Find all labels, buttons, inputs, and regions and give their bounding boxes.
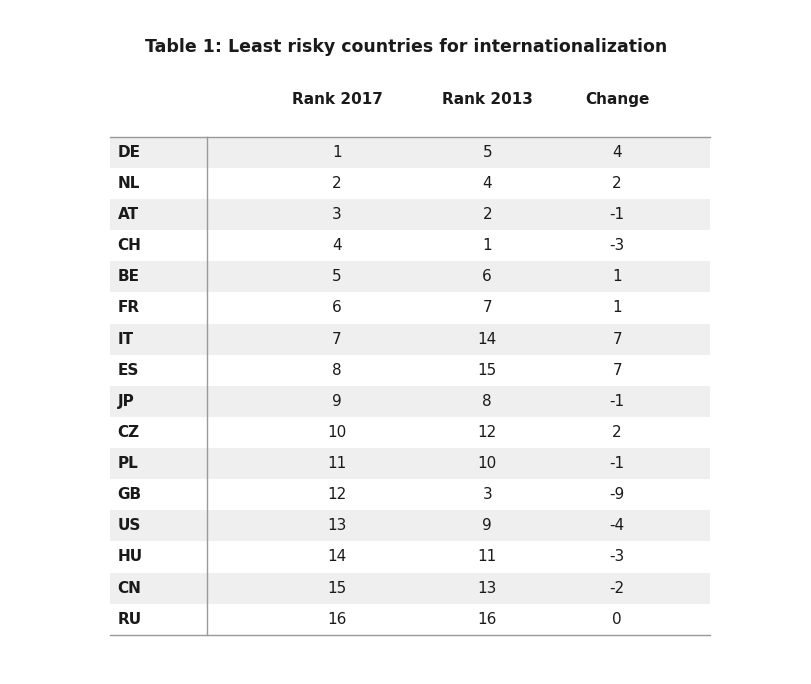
Text: 13: 13 [477, 581, 496, 596]
Text: 7: 7 [611, 363, 621, 378]
Bar [109, 603, 710, 635]
Text: 0: 0 [611, 611, 621, 627]
Text: HU: HU [118, 549, 143, 564]
Bar [109, 293, 710, 324]
Text: JP: JP [118, 394, 135, 409]
Text: 1: 1 [611, 300, 621, 315]
Text: 7: 7 [611, 332, 621, 347]
Text: AT: AT [118, 207, 139, 222]
Bar [109, 542, 710, 573]
Bar [109, 417, 710, 448]
Text: -3: -3 [609, 238, 624, 253]
Text: 7: 7 [332, 332, 341, 347]
Text: 2: 2 [611, 176, 621, 191]
Text: Change: Change [584, 92, 649, 107]
Text: DE: DE [118, 145, 140, 160]
Text: 2: 2 [482, 207, 491, 222]
Text: -2: -2 [609, 581, 624, 596]
Text: 11: 11 [477, 549, 496, 564]
Text: 3: 3 [482, 487, 491, 502]
Bar [109, 137, 710, 168]
Text: 9: 9 [332, 394, 341, 409]
Text: -9: -9 [609, 487, 624, 502]
Bar [109, 386, 710, 417]
Text: Rank 2017: Rank 2017 [291, 92, 382, 107]
Bar [109, 510, 710, 542]
Text: ES: ES [118, 363, 139, 378]
Text: 2: 2 [332, 176, 341, 191]
Text: 1: 1 [611, 269, 621, 285]
Bar [109, 573, 710, 603]
Text: BE: BE [118, 269, 139, 285]
Text: 12: 12 [327, 487, 346, 502]
Text: 14: 14 [477, 332, 496, 347]
Text: 10: 10 [477, 456, 496, 471]
Text: 6: 6 [482, 269, 491, 285]
Text: 2: 2 [611, 425, 621, 440]
Bar [109, 354, 710, 386]
Text: -1: -1 [609, 394, 624, 409]
Text: NL: NL [118, 176, 140, 191]
Text: 1: 1 [482, 238, 491, 253]
Text: 8: 8 [482, 394, 491, 409]
Text: 16: 16 [477, 611, 496, 627]
Bar [109, 324, 710, 354]
Text: GB: GB [118, 487, 142, 502]
Bar [109, 168, 710, 199]
Text: CH: CH [118, 238, 141, 253]
Text: 6: 6 [332, 300, 341, 315]
Text: 10: 10 [327, 425, 346, 440]
Text: 11: 11 [327, 456, 346, 471]
Bar [109, 230, 710, 261]
Text: PL: PL [118, 456, 139, 471]
Text: Table 1: Least risky countries for internationalization: Table 1: Least risky countries for inter… [144, 38, 667, 55]
Text: 4: 4 [332, 238, 341, 253]
Text: 12: 12 [477, 425, 496, 440]
Text: CZ: CZ [118, 425, 139, 440]
Text: 9: 9 [482, 518, 491, 534]
Text: 16: 16 [327, 611, 346, 627]
Text: 7: 7 [482, 300, 491, 315]
Text: FR: FR [118, 300, 139, 315]
Text: 15: 15 [477, 363, 496, 378]
Text: -1: -1 [609, 456, 624, 471]
Text: -1: -1 [609, 207, 624, 222]
Text: US: US [118, 518, 141, 534]
Text: 13: 13 [327, 518, 346, 534]
Text: IT: IT [118, 332, 134, 347]
Bar [109, 199, 710, 230]
Text: 15: 15 [327, 581, 346, 596]
Text: 1: 1 [332, 145, 341, 160]
Text: 3: 3 [332, 207, 341, 222]
Text: CN: CN [118, 581, 141, 596]
Text: 5: 5 [482, 145, 491, 160]
Text: 14: 14 [327, 549, 346, 564]
Text: 8: 8 [332, 363, 341, 378]
Text: 4: 4 [611, 145, 621, 160]
Text: Rank 2013: Rank 2013 [441, 92, 532, 107]
Text: -3: -3 [609, 549, 624, 564]
Bar [109, 448, 710, 479]
Text: 4: 4 [482, 176, 491, 191]
Text: 5: 5 [332, 269, 341, 285]
Bar [109, 261, 710, 292]
Text: -4: -4 [609, 518, 624, 534]
Bar [109, 479, 710, 510]
Text: RU: RU [118, 611, 142, 627]
